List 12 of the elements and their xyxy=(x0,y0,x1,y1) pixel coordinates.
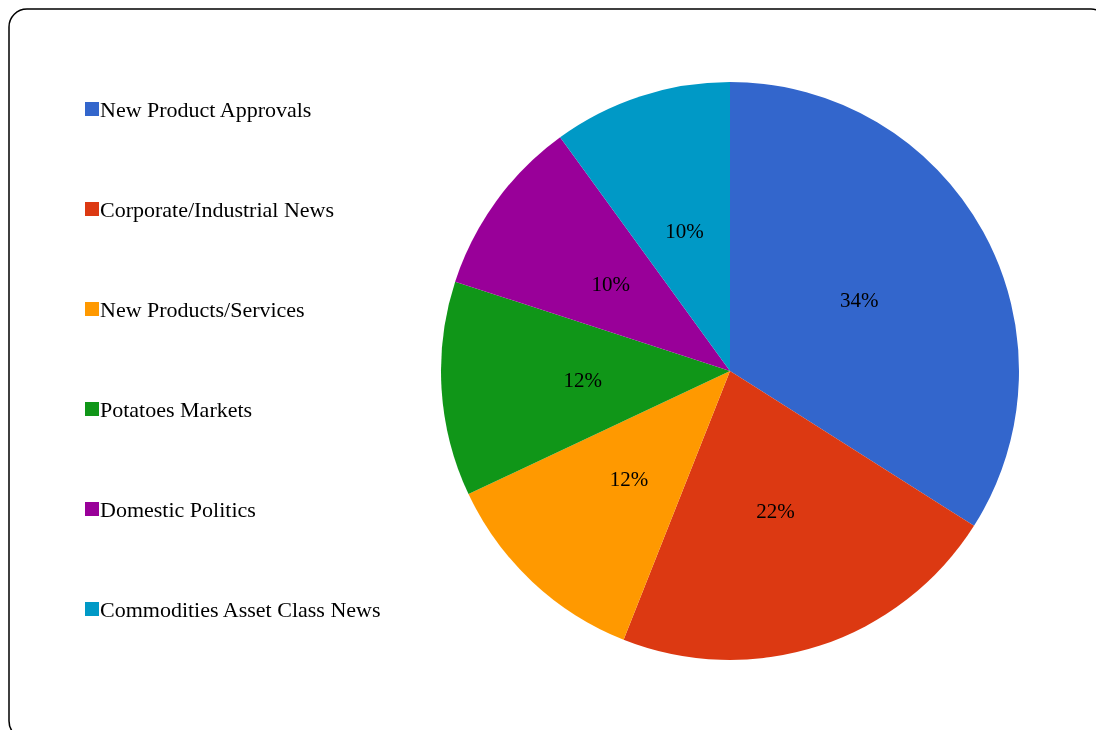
legend-label: Corporate/Industrial News xyxy=(100,196,334,222)
legend-label: New Product Approvals xyxy=(100,96,312,122)
legend-label: Domestic Politics xyxy=(100,496,256,522)
data-label: 12% xyxy=(563,368,603,393)
legend-label: Potatoes Markets xyxy=(100,396,253,422)
data-label: 10% xyxy=(591,272,630,297)
data-label: 22% xyxy=(756,499,795,524)
legend-label: New Products/Services xyxy=(100,296,305,322)
data-label: 34% xyxy=(840,287,879,312)
data-label: 10% xyxy=(665,218,704,243)
data-label: 12% xyxy=(609,466,649,491)
legend-label: Commodities Asset Class News xyxy=(100,596,381,622)
